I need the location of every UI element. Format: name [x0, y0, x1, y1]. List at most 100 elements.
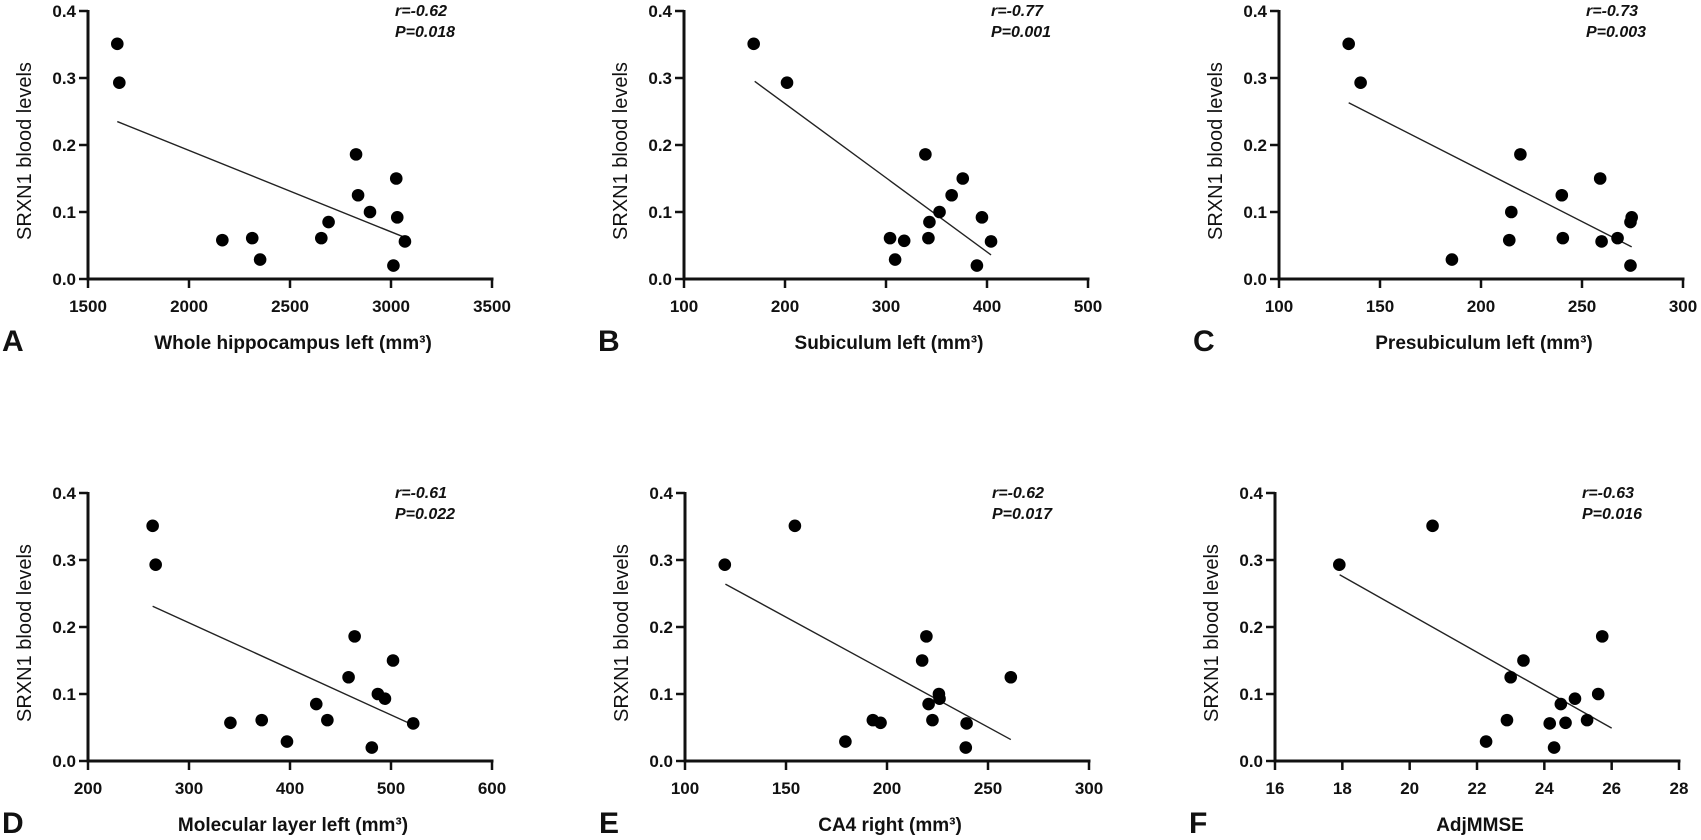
data-point [348, 630, 361, 643]
data-point [149, 558, 162, 571]
panel-f: 0.0 0.1 0.2 0.3 0.4 16 18 20 22 24 26 28 SRXN1 blood… [1189, 484, 1688, 840]
correlation-r: r=-0.62 [395, 3, 447, 20]
x-tick-label: 2000 [170, 297, 208, 316]
y-tick-label: 0.3 [648, 69, 672, 88]
y-axis-title: SRXN1 blood levels [1205, 62, 1227, 240]
data-point [255, 713, 269, 727]
data-point [1559, 716, 1572, 730]
x-tick-label: 500 [377, 779, 405, 798]
x-tick-label: 28 [1670, 779, 1689, 798]
data-point [322, 215, 335, 229]
y-tick-label: 0.2 [52, 136, 76, 155]
y-axis-title: SRXN1 blood levels [14, 544, 36, 722]
data-point [919, 148, 932, 161]
panel-c: 0.0 0.1 0.2 0.3 0.4 100 150 200 250 300 SRXN1 bloo… [1193, 2, 1697, 358]
data-point [883, 231, 897, 245]
y-axis-title: SRXN1 blood levels [611, 544, 633, 722]
y-tick-label: 0.1 [648, 203, 672, 222]
y-tick-label: 0.2 [1239, 618, 1263, 637]
data-point [923, 215, 936, 229]
regression-line [725, 583, 1012, 741]
x-tick-label: 250 [974, 779, 1002, 798]
panel-letter: E [599, 807, 619, 840]
y-tick-label: 0.3 [1243, 69, 1267, 88]
data-point [920, 630, 933, 643]
data-point [386, 654, 400, 667]
x-tick-label: 200 [74, 779, 102, 798]
y-tick-label: 0.4 [52, 2, 76, 21]
x-axis-title: AdjMMSE [1436, 815, 1524, 836]
y-axis-title: SRXN1 blood levels [14, 62, 36, 240]
data-point [1591, 687, 1605, 701]
data-point [888, 253, 902, 266]
x-axis-title: Presubiculum left (mm³) [1375, 333, 1592, 354]
data-point [216, 233, 229, 247]
data-point [1479, 735, 1493, 748]
correlation-r: r=-0.77 [991, 3, 1044, 20]
x-tick-label: 20 [1400, 779, 1419, 798]
data-point [1445, 253, 1459, 266]
y-tick-label: 0.0 [1243, 270, 1267, 289]
y-tick-label: 0.2 [1243, 136, 1267, 155]
data-point [945, 188, 958, 202]
x-tick-label: 200 [1467, 297, 1495, 316]
x-tick-label: 500 [1074, 297, 1102, 316]
data-point [1354, 76, 1367, 89]
data-point [788, 519, 802, 533]
panel-letter: C [1193, 325, 1215, 358]
data-point [1624, 215, 1637, 229]
data-point [406, 717, 420, 730]
data-point [1555, 188, 1569, 202]
regression-line [1348, 102, 1633, 248]
x-tick-label: 150 [772, 779, 800, 798]
data-point [1004, 670, 1018, 684]
y-tick-label: 0.4 [52, 484, 76, 503]
data-point [959, 741, 973, 754]
data-point [960, 717, 973, 730]
panel-letter: D [2, 807, 24, 840]
data-point [747, 37, 760, 51]
x-tick-label: 1500 [69, 297, 107, 316]
correlation-r: r=-0.73 [1586, 3, 1638, 20]
x-axis-title: CA4 right (mm³) [818, 815, 962, 836]
data-point [984, 235, 998, 248]
panel-d: 0.0 0.1 0.2 0.3 0.4 200 300 400 500 600 SRXN1 bloo… [2, 484, 506, 840]
data-point [1543, 717, 1557, 730]
x-tick-label: 250 [1568, 297, 1596, 316]
y-tick-label: 0.4 [1239, 484, 1263, 503]
data-point [1547, 741, 1561, 754]
x-tick-label: 200 [771, 297, 799, 316]
p-value: P=0.017 [992, 506, 1053, 523]
y-axis-title: SRXN1 blood levels [610, 62, 632, 240]
data-point [1514, 148, 1527, 161]
data-point [1504, 670, 1517, 684]
x-tick-label: 400 [276, 779, 304, 798]
regression-line [117, 120, 406, 239]
regression-line [1339, 574, 1613, 729]
y-tick-label: 0.3 [52, 551, 76, 570]
x-tick-label: 26 [1602, 779, 1621, 798]
data-point [113, 76, 126, 89]
data-point [349, 148, 363, 161]
x-tick-label: 100 [670, 297, 698, 316]
panel-e: 0.0 0.1 0.2 0.3 0.4 100 150 200 250 300 SRXN1 bloo… [599, 484, 1103, 840]
data-point [874, 716, 887, 730]
y-tick-label: 0.1 [649, 685, 673, 704]
y-tick-label: 0.0 [52, 752, 76, 771]
data-point [1505, 205, 1518, 219]
data-point [1580, 713, 1594, 727]
data-point [1333, 558, 1346, 571]
data-point [1624, 259, 1637, 272]
data-point [146, 519, 159, 533]
data-point [1554, 697, 1568, 711]
y-tick-label: 0.0 [648, 270, 672, 289]
data-point [933, 205, 946, 219]
y-tick-label: 0.3 [649, 551, 673, 570]
y-tick-label: 0.1 [52, 685, 76, 704]
data-point [922, 697, 935, 711]
x-tick-label: 600 [478, 779, 506, 798]
data-point [390, 211, 404, 224]
x-axis-title: Molecular layer left (mm³) [178, 815, 408, 836]
panel-a: 0.0 0.1 0.2 0.3 0.4 1500 2000 2500 3000 3500 SRXN1… [2, 2, 511, 358]
data-point [110, 37, 124, 51]
